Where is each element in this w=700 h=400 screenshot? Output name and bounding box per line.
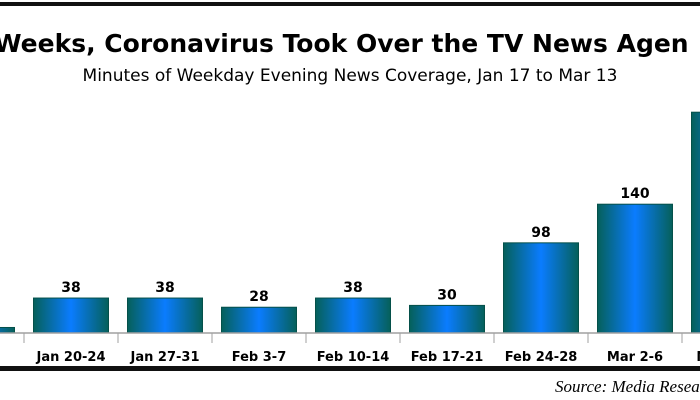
value-label: 30 bbox=[437, 287, 457, 303]
x-ticks: Jan 20-24 Jan 27-31 Feb 3-7 Feb 10-14 Feb 17… bbox=[23, 333, 700, 365]
value-label: 28 bbox=[249, 289, 268, 305]
bar bbox=[597, 203, 673, 334]
bar bbox=[409, 304, 485, 334]
bar bbox=[221, 306, 297, 334]
top-border bbox=[0, 2, 700, 6]
bar bbox=[33, 297, 109, 334]
bar bbox=[127, 297, 203, 334]
chart-title: Weeks, Coronavirus Took Over the TV News… bbox=[0, 29, 689, 58]
bar bbox=[0, 326, 15, 334]
value-label: 38 bbox=[61, 280, 80, 296]
category-label: Mar 9-13 bbox=[696, 350, 700, 365]
category-label: Feb 3-7 bbox=[232, 350, 287, 365]
value-label: 98 bbox=[531, 225, 550, 241]
value-label: 38 bbox=[343, 280, 362, 296]
bottom-border bbox=[0, 366, 700, 371]
bar bbox=[503, 242, 579, 334]
category-label: Feb 10-14 bbox=[317, 350, 390, 365]
bar bbox=[691, 111, 700, 334]
category-label: Feb 17-21 bbox=[411, 350, 484, 365]
source-note: Source: Media Resea bbox=[555, 377, 700, 396]
category-label: Jan 20-24 bbox=[36, 350, 106, 365]
value-label: 140 bbox=[620, 186, 649, 202]
chart-subtitle: Minutes of Weekday Evening News Coverage… bbox=[83, 66, 618, 86]
category-label: Jan 27-31 bbox=[130, 350, 200, 365]
value-label: 38 bbox=[155, 280, 174, 296]
bar bbox=[315, 297, 391, 334]
category-label: Mar 2-6 bbox=[607, 350, 663, 365]
category-label: Feb 24-28 bbox=[505, 350, 578, 365]
bars: 38 38 28 38 30 98 140 bbox=[0, 111, 700, 334]
